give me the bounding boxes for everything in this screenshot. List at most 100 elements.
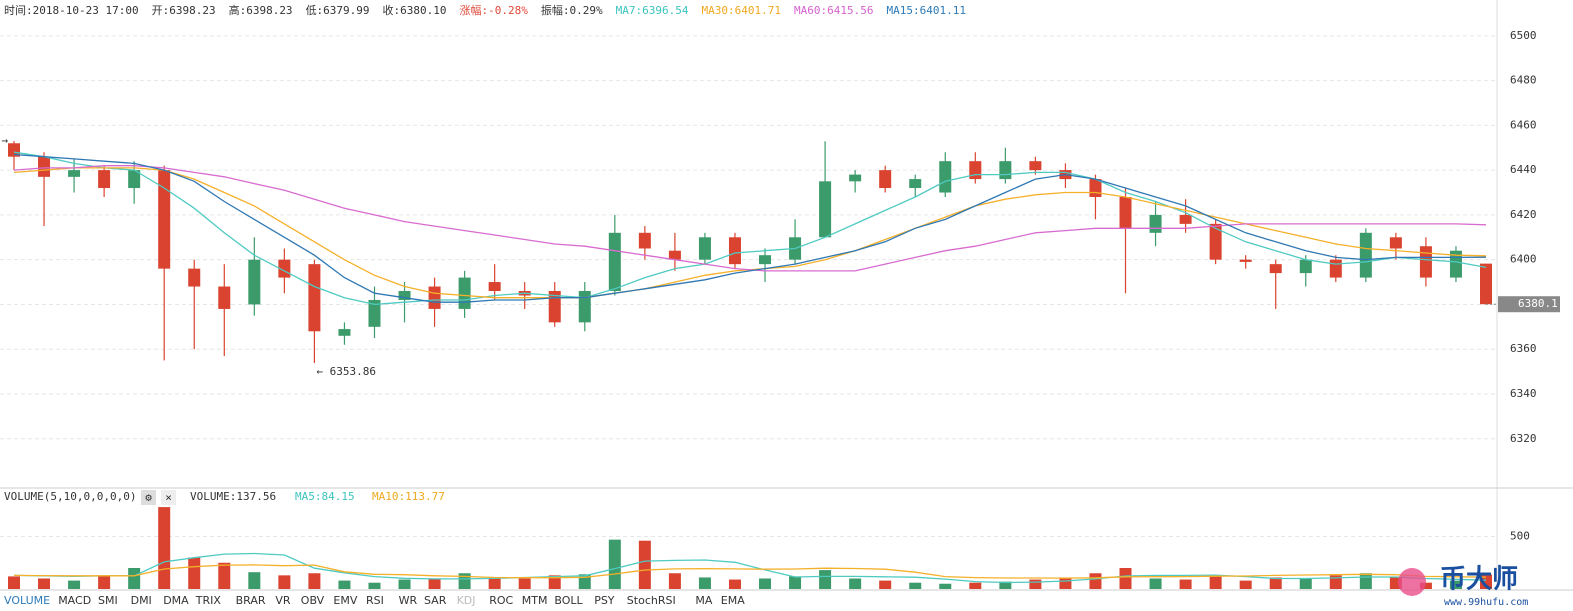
volume-bar (819, 570, 832, 589)
indicator-tab[interactable]: OBV (301, 594, 325, 607)
candle-body (548, 291, 561, 323)
candle-body (668, 250, 681, 260)
volume-bar (849, 578, 862, 589)
candle-body (308, 264, 321, 332)
watermark-brand: 币大师 (1440, 565, 1518, 595)
candle-body (188, 268, 201, 287)
volume-bar (759, 578, 772, 589)
high-annotation: 6452.87 → (0, 134, 8, 147)
candle-body (1119, 196, 1132, 229)
volume-bar (1059, 577, 1072, 589)
volume-bar (909, 582, 922, 589)
volume-bar (698, 577, 711, 589)
volume-bar (548, 575, 561, 589)
volume-bar (1449, 580, 1462, 589)
header-item: MA60:6415.56 (793, 4, 874, 17)
candle-body (819, 181, 832, 238)
last-price-box (1498, 296, 1560, 313)
candle-body (338, 329, 351, 336)
candle-body (1299, 259, 1312, 274)
indicator-tab[interactable]: BRAR (236, 594, 266, 607)
volume-bar (1209, 576, 1222, 589)
last-price-label: 6380.1 (1518, 297, 1558, 310)
candle-body (218, 286, 231, 309)
candle-body (1389, 237, 1402, 249)
candle-body (458, 277, 471, 309)
indicator-tab[interactable]: EMA (721, 594, 745, 607)
indicator-tab[interactable]: PSY (594, 594, 615, 607)
indicator-tab[interactable]: MA (695, 594, 712, 607)
volume-bar (969, 582, 982, 589)
candle-body (1269, 264, 1282, 274)
candle-body (158, 170, 171, 269)
indicator-tab[interactable]: KDJ (457, 594, 476, 607)
header-item: MA7:6396.54 (615, 4, 689, 17)
candle-body (1359, 232, 1372, 278)
volume-item: MA10:113.77 (372, 490, 445, 503)
ma-line (13, 564, 1487, 579)
volume-bar (8, 576, 20, 589)
indicator-tab[interactable]: DMA (163, 594, 189, 607)
indicator-tab[interactable]: BOLL (554, 594, 583, 607)
volume-bar (428, 578, 441, 589)
candle-body (398, 291, 411, 300)
volume-bar (879, 580, 892, 589)
indicator-tab[interactable]: RSI (366, 594, 384, 607)
volume-bar (248, 572, 261, 589)
indicator-tab[interactable]: ROC (489, 594, 513, 607)
candle-body (68, 170, 81, 177)
volume-bar (158, 507, 171, 589)
watermark-url: www.99hufu.com (1444, 597, 1528, 608)
ma-line (13, 165, 1487, 272)
y-tick-label: 500 (1510, 530, 1530, 543)
volume-bar (518, 578, 531, 589)
candle-body (8, 143, 20, 157)
volume-bar (789, 576, 802, 589)
volume-bar (218, 562, 231, 589)
indicator-tab[interactable]: EMV (333, 594, 357, 607)
header-item: 开:6398.23 (151, 4, 216, 17)
volume-bar (308, 573, 321, 589)
volume-bar (1389, 577, 1402, 589)
indicator-tab[interactable]: StochRSI (627, 594, 676, 607)
volume-bar (638, 540, 651, 589)
indicator-tab[interactable]: SMI (98, 594, 118, 607)
volume-bar (398, 579, 411, 589)
volume-item: MA5:84.15 (295, 490, 355, 503)
settings-button[interactable] (141, 490, 156, 505)
indicator-tab[interactable]: TRIX (195, 594, 222, 607)
volume-bar (608, 539, 621, 589)
indicator-tab[interactable]: MACD (58, 594, 91, 607)
indicator-tab[interactable]: DMI (131, 594, 152, 607)
volume-bar (68, 580, 81, 589)
indicator-tab[interactable]: WR (399, 594, 418, 607)
header-item: 涨幅:-0.28% (459, 4, 528, 17)
y-tick-label: 6360 (1510, 342, 1537, 355)
indicator-tab[interactable]: SAR (424, 594, 447, 607)
settings-icon: ⚙ (145, 491, 152, 504)
volume-bar (1359, 573, 1372, 589)
indicator-tab[interactable]: VR (275, 594, 291, 607)
y-tick-label: 6460 (1510, 118, 1537, 131)
header-item: 高:6398.23 (228, 4, 293, 17)
candle-body (638, 232, 651, 249)
y-tick-label: 6440 (1510, 163, 1537, 176)
indicator-tab[interactable]: MTM (522, 594, 548, 607)
ma-line (13, 167, 1487, 299)
indicator-tab[interactable]: VOLUME (4, 594, 50, 607)
candle-body (909, 179, 922, 189)
volume-bar (1299, 578, 1312, 589)
y-tick-label: 6320 (1510, 432, 1537, 445)
close-button[interactable] (161, 490, 176, 505)
volume-bar (1179, 579, 1192, 589)
candle-body (1329, 259, 1342, 278)
logo (1398, 568, 1426, 596)
volume-bar (1119, 568, 1132, 589)
volume-bar (488, 577, 501, 589)
candle-body (128, 170, 141, 189)
ma-line (13, 153, 1487, 303)
candle-body (1149, 214, 1162, 233)
candle-body (1419, 246, 1432, 278)
volume-bar (728, 579, 741, 589)
